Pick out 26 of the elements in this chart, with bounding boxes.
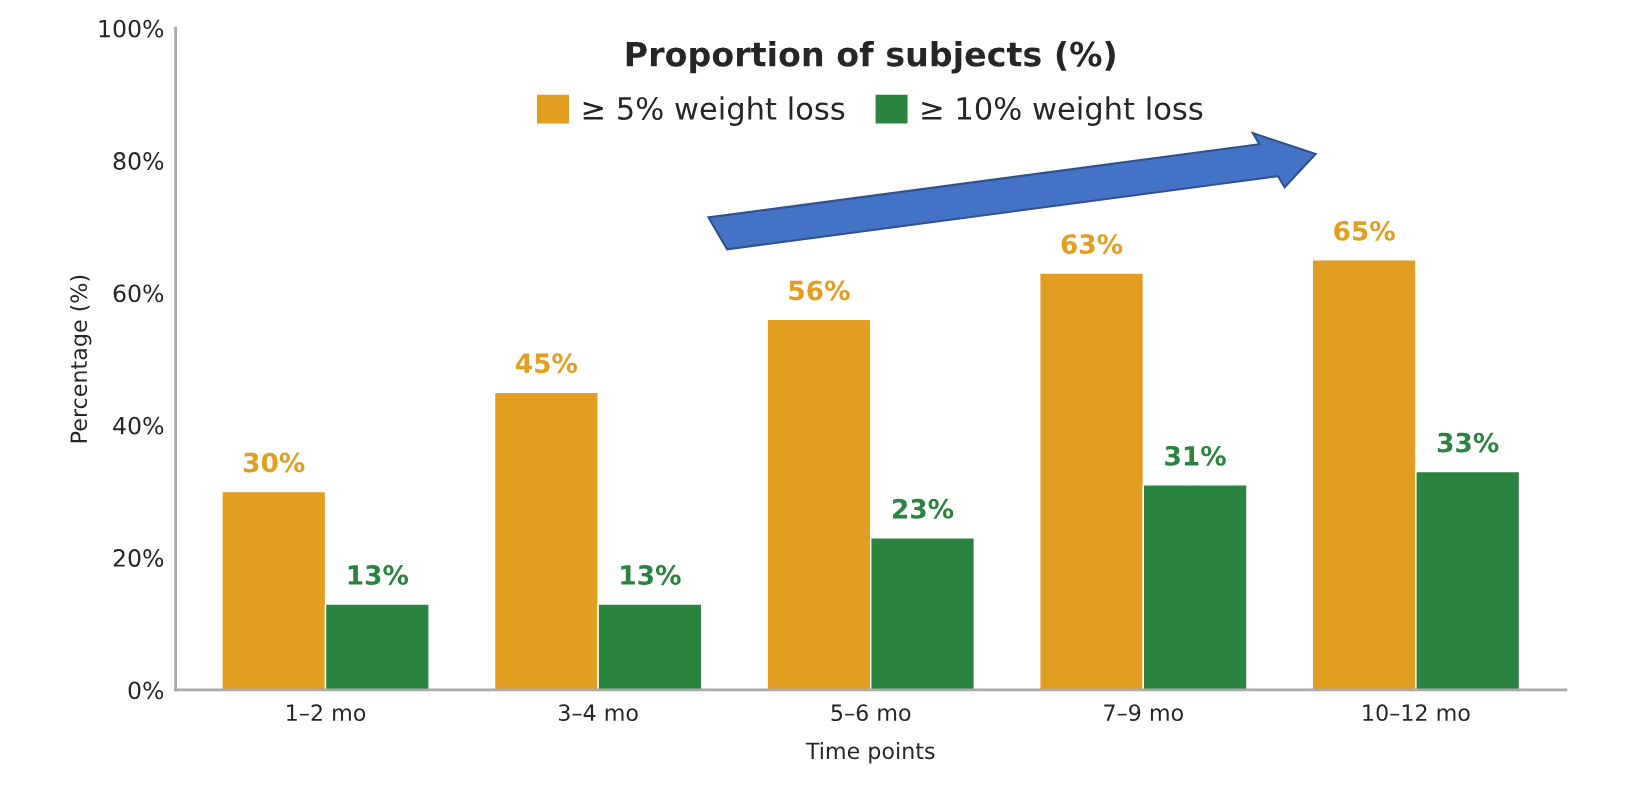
- x-tick-label: 5–6 mo: [831, 704, 911, 722]
- y-tick-label: 0%: [128, 681, 164, 700]
- x-axis-title: Time points: [805, 742, 935, 764]
- y-tick-label: 60%: [113, 284, 164, 303]
- data-label: 45%: [515, 353, 578, 374]
- data-label: 56%: [789, 280, 850, 301]
- x-tick-label: 10–12 mo: [1363, 704, 1470, 722]
- x-tick-label: 7–9 mo: [1104, 704, 1183, 722]
- data-label: 63%: [1061, 234, 1123, 255]
- data-label: 33%: [1437, 432, 1499, 453]
- legend-label: ≥ 10% weight loss: [922, 96, 1203, 126]
- y-tick-label: 40%: [113, 416, 164, 435]
- y-axis-title: Percentage (%): [69, 275, 92, 443]
- data-label: 31%: [1165, 445, 1226, 466]
- legend-label: ≥ 5% weight loss: [583, 96, 845, 126]
- x-tick-label: 3–4 mo: [558, 704, 638, 722]
- y-tick-label: 100%: [99, 19, 164, 38]
- data-label: 23%: [893, 498, 954, 519]
- data-label: 13%: [621, 565, 681, 585]
- chart-title: Proportion of subjects (%): [626, 40, 1115, 74]
- y-tick-label: 80%: [113, 152, 164, 170]
- y-tick-label: 20%: [113, 549, 164, 567]
- data-label: 30%: [243, 452, 305, 473]
- data-label: 65%: [1334, 220, 1395, 241]
- x-tick-label: 1–2 mo: [287, 704, 366, 722]
- data-label: 13%: [348, 565, 409, 585]
